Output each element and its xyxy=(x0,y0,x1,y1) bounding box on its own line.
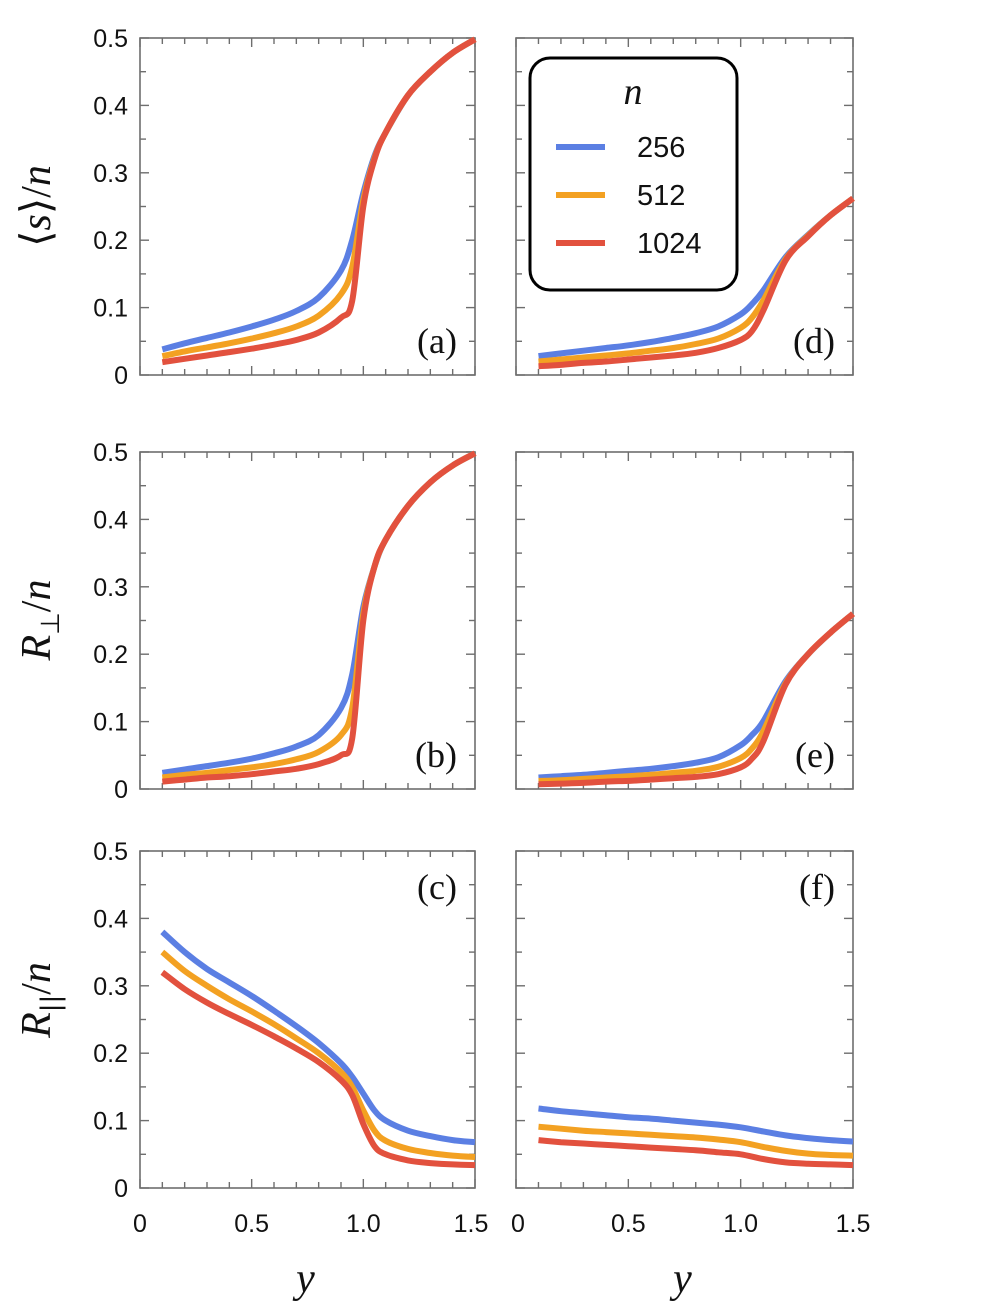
panel-label: (e) xyxy=(795,735,835,775)
panel-label: (b) xyxy=(415,735,457,775)
series-line-256 xyxy=(161,450,477,776)
y-tick-label: 0.5 xyxy=(93,25,128,53)
panel-label: (a) xyxy=(417,321,457,361)
series-line-1024 xyxy=(538,611,855,788)
panel-f: 0 0.5 1.0 1.5 (f) xyxy=(511,850,871,1238)
title-slash: / xyxy=(14,983,60,995)
y-tick-label: 0.2 xyxy=(93,641,128,669)
series-line-1024 xyxy=(161,36,477,366)
x-tick-label: 1.5 xyxy=(454,1210,489,1238)
series-line-512 xyxy=(538,1123,854,1159)
y-axis-title: ⟨s⟩/n xyxy=(14,165,60,247)
title-slash: / xyxy=(14,600,60,612)
panel-c: 0 0.1 0.2 0.3 0.4 0.5 0 0.5 1.0 1.5 (c) xyxy=(93,838,488,1238)
y-tick-label: 0 xyxy=(114,1175,128,1203)
y-tick-label: 0.1 xyxy=(93,295,128,323)
panel-a: 0 0.1 0.2 0.3 0.4 0.5 (a) xyxy=(93,25,477,390)
panel-label: (d) xyxy=(793,321,835,361)
y-axis-title: R⊥/n xyxy=(14,580,66,662)
y-axis-title: R||/n xyxy=(14,962,66,1039)
series-line-256 xyxy=(538,1105,854,1145)
title-slash: ⟩/ xyxy=(14,186,60,214)
y-tick-label: 0.3 xyxy=(93,160,128,188)
x-axis-title: y xyxy=(669,1256,692,1302)
legend-box xyxy=(528,56,739,292)
y-tick-label: 0.1 xyxy=(93,1108,128,1136)
series-line-512 xyxy=(161,36,477,360)
y-tick-label: 0 xyxy=(114,362,128,390)
bracket-open: ⟨ xyxy=(14,231,60,247)
panel-label: (c) xyxy=(417,867,457,907)
y-tick-label: 0.4 xyxy=(93,506,128,534)
x-tick-label: 0.5 xyxy=(234,1210,269,1238)
x-tick-label: 0 xyxy=(133,1210,147,1238)
x-tick-label: 1.5 xyxy=(836,1210,871,1238)
series-line-512 xyxy=(160,949,476,1160)
title-subscript: ⊥ xyxy=(36,612,66,635)
series-line-1024 xyxy=(161,450,477,785)
x-tick-label: 0 xyxy=(511,1210,525,1238)
title-denominator: n xyxy=(14,165,60,186)
series-line-256 xyxy=(160,929,476,1146)
title-denominator: n xyxy=(14,962,60,983)
y-tick-label: 0.2 xyxy=(93,227,128,255)
y-tick-label: 0.5 xyxy=(93,439,128,467)
title-variable: R xyxy=(14,1012,60,1039)
legend-label: 512 xyxy=(637,180,685,212)
panel-d: (d) xyxy=(515,37,855,376)
x-axis-title: y xyxy=(292,1256,315,1302)
y-tick-label: 0.5 xyxy=(93,838,128,866)
legend: n 256 512 1024 xyxy=(528,56,739,292)
panel-e: (e) xyxy=(515,451,855,790)
series-line-512 xyxy=(161,450,477,781)
y-tick-label: 0.3 xyxy=(93,574,128,602)
y-tick-label: 0 xyxy=(114,776,128,804)
legend-label: 256 xyxy=(637,132,685,164)
x-tick-label: 1.0 xyxy=(723,1210,758,1238)
series-line-1024 xyxy=(538,195,855,370)
y-tick-label: 0.4 xyxy=(93,905,128,933)
panel-b: 0 0.1 0.2 0.3 0.4 0.5 (b) xyxy=(93,439,477,804)
title-variable: s xyxy=(14,214,60,230)
series-line-256 xyxy=(161,36,477,353)
x-tick-label: 1.0 xyxy=(346,1210,381,1238)
y-tick-label: 0.3 xyxy=(93,973,128,1001)
legend-title: n xyxy=(624,71,643,113)
panel-label: (f) xyxy=(799,867,835,907)
y-tick-label: 0.2 xyxy=(93,1040,128,1068)
series-line-1024 xyxy=(160,969,476,1169)
legend-label: 1024 xyxy=(637,228,702,260)
y-tick-label: 0.4 xyxy=(93,92,128,120)
title-variable: R xyxy=(14,635,60,662)
series-line-1024 xyxy=(538,1137,854,1169)
x-tick-label: 0.5 xyxy=(611,1210,646,1238)
title-subscript: || xyxy=(36,995,66,1013)
title-denominator: n xyxy=(14,580,60,601)
y-tick-label: 0.1 xyxy=(93,709,128,737)
